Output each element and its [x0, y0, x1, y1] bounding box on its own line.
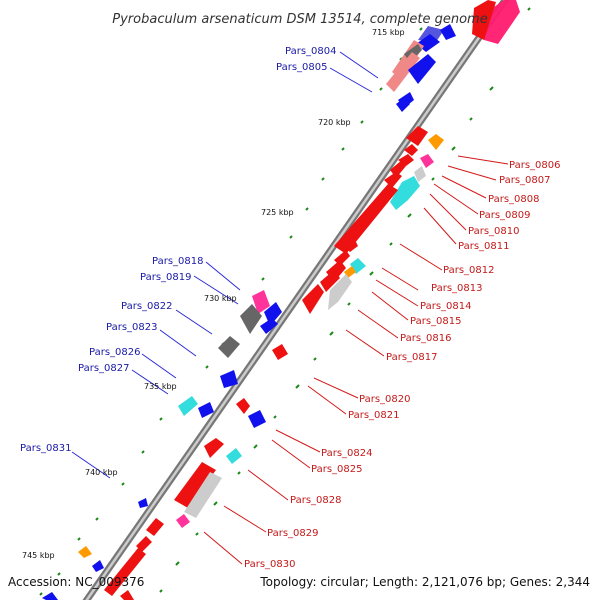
- gene-feature: [236, 398, 250, 414]
- gene-feature: [344, 238, 358, 252]
- gene-label: Pars_0822: [121, 301, 172, 312]
- right-connectors: [203, 155, 509, 565]
- topology-text: Topology: circular; Length: 2,121,076 bp…: [259, 575, 590, 589]
- gene-feature: [404, 144, 418, 156]
- gene-feature: [344, 266, 356, 278]
- gene-feature: [204, 438, 224, 458]
- gene-feature: [176, 514, 190, 528]
- gene-feature: [174, 462, 216, 508]
- gene-label: Pars_0830: [244, 559, 295, 570]
- gene-label: Pars_0806: [509, 160, 560, 171]
- gene-feature: [428, 134, 444, 150]
- gene-label: Pars_0824: [321, 448, 372, 459]
- gene-feature: [226, 448, 242, 464]
- scale-label: 715 kbp: [372, 28, 405, 37]
- gene-feature: [328, 274, 352, 310]
- gene-feature: [218, 336, 240, 358]
- scale-label: 725 kbp: [261, 208, 294, 217]
- gene-feature: [252, 290, 270, 314]
- gene-feature: [104, 548, 146, 596]
- scale-label: 740 kbp: [85, 468, 118, 477]
- gene-label: Pars_0827: [78, 363, 129, 374]
- gene-feature: [198, 402, 214, 418]
- gene-label: Pars_0828: [290, 495, 341, 506]
- gene-feature: [92, 560, 104, 572]
- gene-feature: [120, 590, 134, 600]
- accession-text: Accession: NC_009376: [8, 575, 144, 589]
- reverse-genes: [42, 24, 456, 600]
- gene-label: Pars_0812: [443, 265, 494, 276]
- gene-feature: [408, 54, 436, 84]
- gene-feature: [334, 184, 398, 254]
- scale-label: 745 kbp: [22, 551, 55, 560]
- gene-feature: [320, 270, 340, 292]
- gene-label: Pars_0807: [499, 175, 550, 186]
- gene-label: Pars_0829: [267, 528, 318, 539]
- gene-feature: [406, 126, 428, 146]
- gene-feature: [302, 284, 324, 314]
- gene-feature: [78, 546, 92, 558]
- gene-feature: [386, 52, 420, 92]
- gene-label: Pars_0831: [20, 443, 71, 454]
- gene-feature: [390, 176, 420, 210]
- gene-label: Pars_0809: [479, 210, 530, 221]
- gene-label: Pars_0818: [152, 256, 203, 267]
- gene-label: Pars_0808: [488, 194, 539, 205]
- gene-label: Pars_0813: [431, 283, 482, 294]
- scale-labels: 715 kbp 720 kbp 725 kbp 730 kbp 735 kbp …: [22, 28, 405, 560]
- gene-feature: [414, 166, 426, 182]
- gene-label: Pars_0814: [420, 301, 471, 312]
- scale-label: 735 kbp: [144, 382, 177, 391]
- gene-feature: [440, 24, 456, 40]
- gene-feature: [260, 318, 278, 334]
- gene-feature: [420, 154, 434, 168]
- right-gene-labels: Pars_0806 Pars_0807 Pars_0808 Pars_0809 …: [244, 160, 560, 570]
- gene-label: Pars_0823: [106, 322, 157, 333]
- gene-label: Pars_0820: [359, 394, 410, 405]
- gene-feature: [138, 498, 148, 508]
- gene-feature: [472, 0, 496, 40]
- gene-feature: [240, 304, 262, 334]
- map-title: Pyrobaculum arsenaticum DSM 13514, compl…: [112, 12, 487, 27]
- gene-feature: [272, 344, 288, 360]
- gene-label: Pars_0805: [276, 62, 327, 73]
- gene-label: Pars_0826: [89, 347, 140, 358]
- left-gene-labels: Pars_0804 Pars_0805 Pars_0818 Pars_0819 …: [20, 46, 336, 454]
- forward-genes: [104, 0, 520, 600]
- gene-label: Pars_0815: [410, 316, 461, 327]
- gene-feature: [42, 592, 58, 600]
- gene-label: Pars_0811: [458, 241, 509, 252]
- scale-label: 730 kbp: [204, 294, 237, 303]
- gene-label: Pars_0821: [348, 410, 399, 421]
- gene-label: Pars_0819: [140, 272, 191, 283]
- gene-feature: [396, 98, 410, 112]
- gene-label: Pars_0817: [386, 352, 437, 363]
- gene-feature: [136, 536, 152, 552]
- gene-label: Pars_0816: [400, 333, 451, 344]
- gene-feature: [248, 410, 266, 428]
- genome-backbone-highlight: [85, 0, 507, 600]
- gene-label: Pars_0804: [285, 46, 336, 57]
- left-connectors: [71, 51, 379, 479]
- gene-feature: [184, 472, 222, 518]
- gene-feature: [220, 370, 238, 388]
- scale-label: 720 kbp: [318, 118, 351, 127]
- gene-feature: [178, 396, 198, 416]
- gene-feature: [146, 518, 164, 536]
- gene-label: Pars_0825: [311, 464, 362, 475]
- gene-label: Pars_0810: [468, 226, 519, 237]
- gene-feature: [384, 172, 402, 188]
- gene-feature: [264, 302, 282, 326]
